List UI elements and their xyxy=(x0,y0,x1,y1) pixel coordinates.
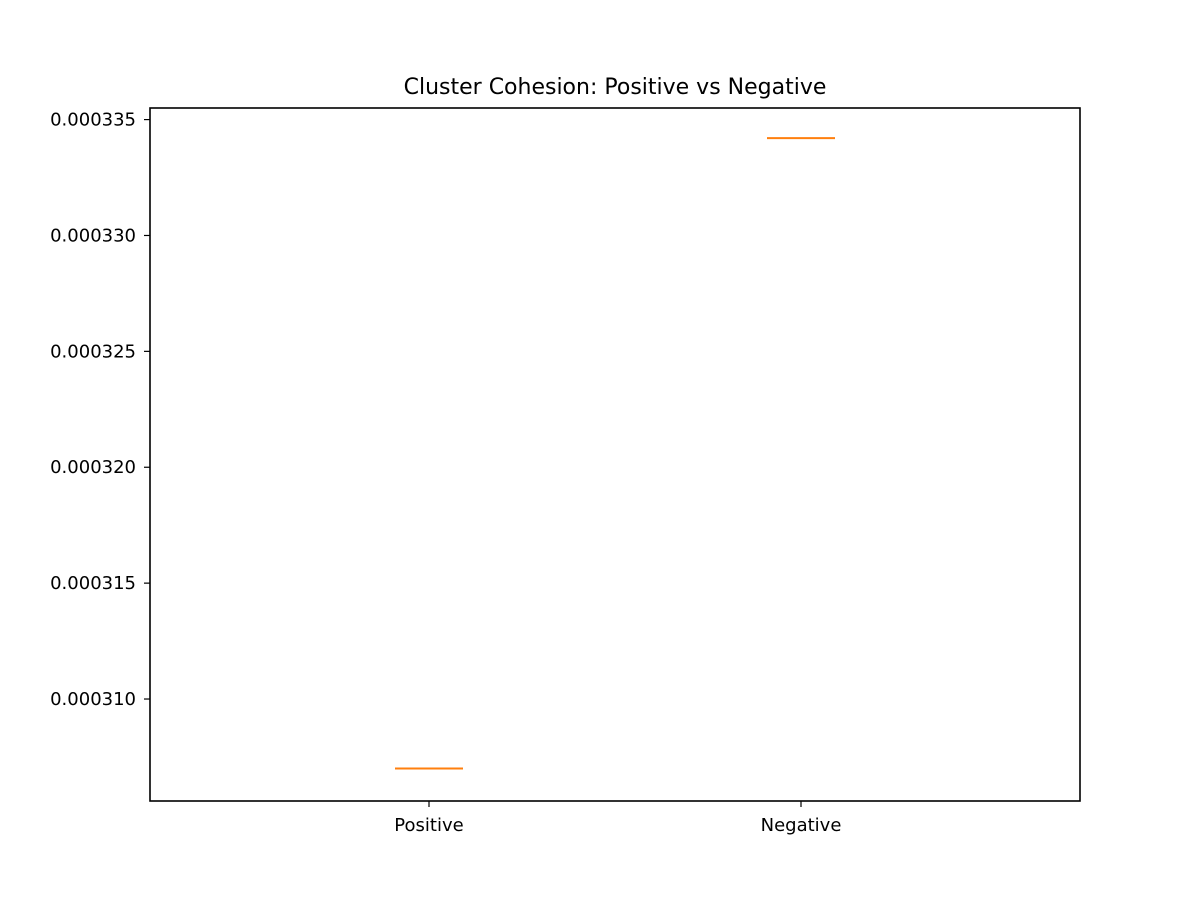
y-tick-label: 0.000320 xyxy=(50,457,136,478)
y-axis: 0.000310 0.000315 0.000320 0.000325 0.000330… xyxy=(50,110,150,710)
y-tick-label: 0.000335 xyxy=(50,110,136,131)
y-tick-label: 0.000325 xyxy=(50,341,136,362)
y-tick-label: 0.000330 xyxy=(50,225,136,246)
y-tick-label: 0.000310 xyxy=(50,689,136,710)
x-tick-label-positive: Positive xyxy=(394,815,463,836)
x-tick-label-negative: Negative xyxy=(761,815,842,836)
plot-area-frame xyxy=(149,107,1081,802)
y-tick-label: 0.000315 xyxy=(50,573,136,594)
median-lines xyxy=(395,137,835,770)
chart-title: Cluster Cohesion: Positive vs Negative xyxy=(404,75,827,100)
x-axis: Positive Negative xyxy=(394,801,841,836)
